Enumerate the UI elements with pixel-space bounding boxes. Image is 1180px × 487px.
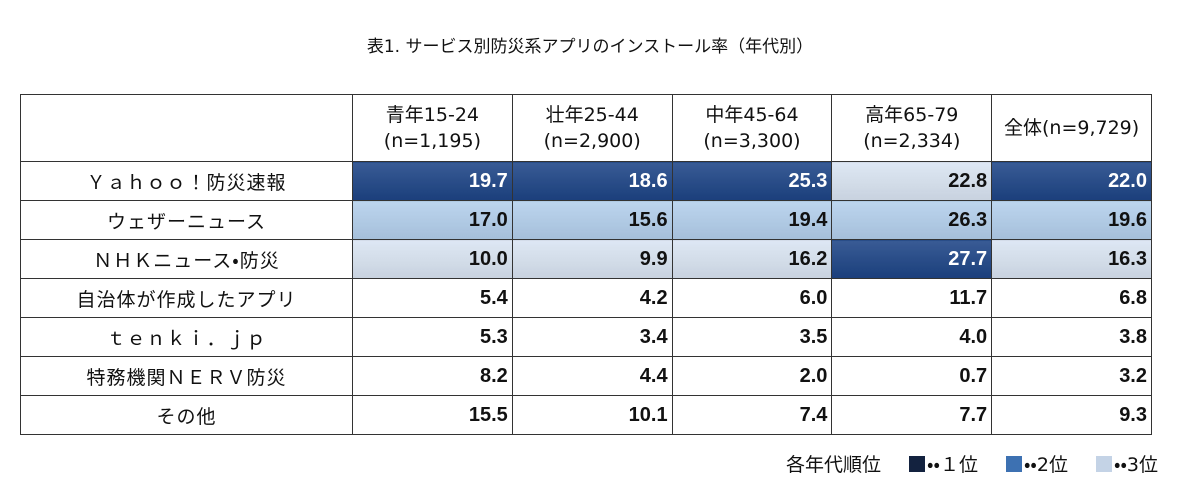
legend: 各年代順位 ・・１位 ・・2位 ・・3位 (786, 450, 1158, 477)
value-cell: 16.3 (991, 239, 1152, 279)
table-title: 表1. サービス別防災系アプリのインストール率（年代別） (366, 37, 814, 57)
value-cell: 8.2 (352, 356, 513, 396)
value-cell: 26.3 (831, 200, 993, 240)
header-line: 壮年25-44 (545, 104, 639, 126)
header-line: 全体(n=9,729) (1004, 117, 1140, 139)
header-line: (n=2,334) (863, 130, 961, 152)
value-cell: 16.2 (671, 239, 833, 279)
row-label: Ｙａｈｏｏ！防災速報 (20, 161, 353, 201)
legend-label: ・・2位 (1023, 454, 1068, 476)
legend-title: 各年代順位 (786, 454, 882, 476)
value-cell: 22.8 (831, 161, 993, 201)
header-line: 中年45-64 (705, 104, 799, 126)
table-row: ウェザーニュース 17.0 15.6 19.4 26.3 19.6 (20, 200, 1152, 240)
legend-swatch (1005, 456, 1022, 472)
value-cell: 3.5 (671, 317, 833, 357)
header-row: 青年15-24 (n=1,195) 壮年25-44 (n=2,900) 中年45-64 (… (20, 94, 1152, 162)
row-label: ｔｅｎｋｉ．ｊｐ (20, 317, 353, 357)
value-cell: 7.7 (831, 395, 993, 435)
column-header: 高年65-79 (n=2,334) (831, 94, 993, 162)
value-cell: 15.5 (352, 395, 513, 435)
value-cell: 6.0 (671, 278, 833, 318)
value-cell: 0.7 (831, 356, 993, 396)
value-cell: 6.8 (991, 278, 1152, 318)
value-cell: 2.0 (671, 356, 833, 396)
corner-cell (20, 94, 353, 162)
table-row: 自治体が作成したアプリ 5.4 4.2 6.0 11.7 6.8 (20, 278, 1152, 318)
value-cell: 19.4 (671, 200, 833, 240)
value-cell: 5.3 (352, 317, 513, 357)
table-row: その他 15.5 10.1 7.4 7.7 9.3 (20, 395, 1152, 435)
header-line: (n=2,900) (543, 130, 641, 152)
header-line: 高年65-79 (865, 104, 959, 126)
value-cell: 4.2 (511, 278, 673, 318)
value-cell: 25.3 (671, 161, 833, 201)
value-cell: 19.7 (352, 161, 513, 201)
legend-swatch (1095, 456, 1112, 472)
value-cell: 3.2 (991, 356, 1152, 396)
value-cell: 27.7 (831, 239, 993, 279)
legend-item: ・・１位 (891, 450, 978, 477)
table-row: Ｙａｈｏｏ！防災速報 19.7 18.6 25.3 22.8 22.0 (20, 161, 1152, 201)
value-cell: 4.4 (511, 356, 673, 396)
legend-label: ・・3位 (1113, 454, 1158, 476)
legend-item: ・・2位 (988, 450, 1068, 477)
value-cell: 15.6 (511, 200, 673, 240)
value-cell: 11.7 (831, 278, 993, 318)
legend-swatch (909, 456, 926, 472)
column-header: 壮年25-44 (n=2,900) (511, 94, 673, 162)
legend-item: ・・3位 (1078, 450, 1158, 477)
value-cell: 4.0 (831, 317, 993, 357)
table-row: ｔｅｎｋｉ．ｊｐ 5.3 3.4 3.5 4.0 3.8 (20, 317, 1152, 357)
data-table: 青年15-24 (n=1,195) 壮年25-44 (n=2,900) 中年45-64 (… (20, 94, 1152, 435)
row-label: ＮＨＫニュース・防災 (20, 239, 353, 279)
row-label: 特務機関ＮＥＲＶ防災 (20, 356, 353, 396)
value-cell: 9.3 (991, 395, 1152, 435)
column-header: 青年15-24 (n=1,195) (352, 94, 513, 162)
header-line: (n=1,195) (383, 130, 481, 152)
row-label: 自治体が作成したアプリ (20, 278, 353, 318)
value-cell: 10.0 (352, 239, 513, 279)
table-row: 特務機関ＮＥＲＶ防災 8.2 4.4 2.0 0.7 3.2 (20, 356, 1152, 396)
table-row: ＮＨＫニュース・防災 10.0 9.9 16.2 27.7 16.3 (20, 239, 1152, 279)
header-line: 青年15-24 (385, 104, 479, 126)
value-cell: 19.6 (991, 200, 1152, 240)
value-cell: 10.1 (511, 395, 673, 435)
row-label: その他 (20, 395, 353, 435)
header-line: (n=3,300) (703, 130, 801, 152)
row-label: ウェザーニュース (20, 200, 353, 240)
value-cell: 18.6 (511, 161, 673, 201)
value-cell: 17.0 (352, 200, 513, 240)
value-cell: 3.4 (511, 317, 673, 357)
value-cell: 5.4 (352, 278, 513, 318)
column-header: 全体(n=9,729) (991, 94, 1152, 162)
value-cell: 9.9 (511, 239, 673, 279)
value-cell: 22.0 (991, 161, 1152, 201)
value-cell: 3.8 (991, 317, 1152, 357)
value-cell: 7.4 (671, 395, 833, 435)
legend-label: ・・１位 (927, 454, 978, 476)
column-header: 中年45-64 (n=3,300) (671, 94, 833, 162)
